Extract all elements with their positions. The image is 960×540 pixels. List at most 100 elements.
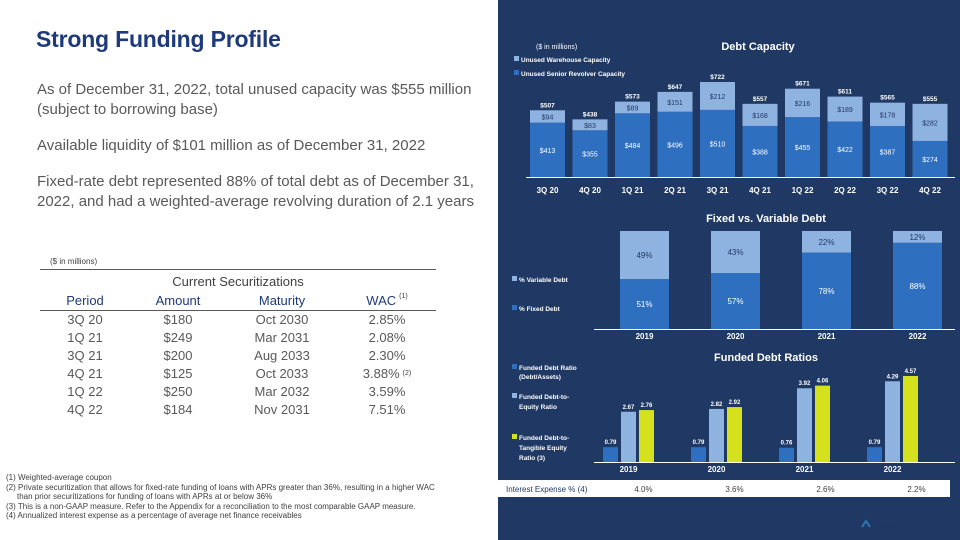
cell-maturity-value: Oct 2033 — [255, 366, 309, 381]
interest-expense-value: 2.6% — [816, 485, 834, 494]
cell-amount-value: $125 — [163, 366, 193, 381]
company-logo: REGIONAL MANAGEMENT — [858, 508, 942, 534]
cell-period: 1Q 22 — [40, 383, 130, 401]
data-label-fixed: 78% — [818, 287, 834, 296]
cell-wac: 3.59% — [338, 383, 436, 401]
data-label-ratio: 2.67 — [623, 405, 635, 411]
cell-maturity-value: Mar 2031 — [254, 330, 310, 345]
bar-warehouse-capacity — [912, 103, 948, 141]
table-row: 1Q 21 $249 Mar 2031 2.08% — [40, 329, 436, 347]
cell-maturity-value: Oct 2030 — [255, 312, 309, 327]
cell-amount: $200 — [130, 347, 226, 365]
data-label-total: $611 — [838, 89, 852, 96]
bar-fixed-debt — [893, 242, 942, 329]
legend-label: % Fixed Debt — [519, 306, 561, 313]
cell-amount-value: $180 — [163, 312, 193, 327]
footnote-4: (4) Annualized interest expense as a per… — [6, 511, 302, 521]
data-label-warehouse: $216 — [795, 101, 811, 108]
footnote-1: (1) Weighted-average coupon — [6, 473, 112, 482]
bar-variable-debt — [893, 231, 942, 243]
cell-wac: 7.51% — [338, 401, 436, 419]
data-label-variable: 22% — [818, 238, 834, 247]
data-label-total: $573 — [625, 94, 640, 101]
bar-funded-ratio-0 — [603, 447, 618, 462]
data-label-ratio: 3.92 — [799, 381, 811, 387]
bar-warehouse-capacity — [870, 102, 905, 127]
cell-maturity-value: Mar 2032 — [254, 384, 310, 399]
cell-amount: $249 — [130, 329, 226, 347]
bar-revolver-capacity — [785, 117, 820, 177]
data-label-revolver: $413 — [540, 148, 556, 155]
page-title: Strong Funding Profile — [36, 26, 281, 52]
legend-swatch-0 — [514, 56, 519, 61]
x-tick-label: 3Q 20 — [537, 186, 559, 195]
header-wac-footnote: (1) — [399, 293, 408, 300]
cell-amount: $184 — [130, 401, 226, 419]
data-label-ratio: 4.29 — [887, 374, 899, 380]
cell-period-value: 4Q 21 — [67, 366, 103, 381]
charts-svg: Debt Capacity ($ in millions) Unused Wareh… — [506, 41, 955, 494]
cell-wac-value: 3.59% — [368, 384, 406, 399]
securitizations-units: ($ in millions) — [50, 257, 98, 266]
footnote-3: (3) This is a non-GAAP measure. Refer to… — [6, 501, 416, 511]
interest-expense-row — [498, 480, 950, 497]
bar-variable-debt — [620, 231, 669, 280]
legend-swatch-0 — [512, 364, 517, 369]
cell-amount: $180 — [130, 311, 226, 330]
data-label-ratio: 0.79 — [693, 440, 705, 446]
bar-revolver-capacity — [827, 121, 863, 177]
cell-period: 4Q 21 — [40, 365, 130, 383]
bar-funded-ratio-0 — [867, 447, 882, 462]
cell-period-value: 3Q 20 — [67, 312, 103, 327]
cell-maturity: Nov 2031 — [226, 401, 338, 419]
bar-fixed-debt — [802, 252, 851, 329]
legend-label: % Variable Debt — [519, 277, 569, 284]
bar-revolver-capacity — [700, 109, 735, 177]
cell-wac-value: 2.30% — [368, 348, 406, 363]
bar-warehouse-capacity — [530, 110, 565, 123]
interest-expense-value: 4.0% — [634, 485, 652, 494]
bar-revolver-capacity — [657, 111, 693, 177]
data-label-variable: 43% — [727, 248, 743, 257]
x-tick-label: 1Q 21 — [622, 186, 644, 195]
data-label-ratio: 4.06 — [817, 379, 829, 385]
x-tick-label: 2019 — [636, 332, 654, 341]
data-label-ratio: 4.57 — [905, 369, 917, 375]
cell-wac: 2.30% — [338, 347, 436, 365]
data-label-revolver: $387 — [880, 150, 896, 157]
x-tick-label: 2020 — [708, 465, 726, 474]
data-label-fixed: 51% — [636, 300, 652, 309]
x-tick-label: 2021 — [796, 465, 814, 474]
bar-funded-ratio-2 — [815, 385, 830, 462]
bar-revolver-capacity — [572, 130, 608, 177]
data-label-ratio: 2.82 — [711, 402, 723, 408]
legend-swatch-1 — [514, 70, 519, 75]
header-maturity: Maturity — [226, 291, 338, 311]
legend-label-line: (Debt/Assets) — [519, 374, 561, 381]
cell-maturity: Aug 2033 — [226, 347, 338, 365]
bar-revolver-capacity — [912, 140, 948, 177]
cell-wac: 3.88% (2) — [338, 365, 436, 383]
data-label-total: $557 — [753, 96, 768, 103]
funded-debt-title: Funded Debt Ratios — [714, 352, 818, 364]
legend-label-line: Equity Ratio — [519, 404, 557, 411]
legend-label-line: Ratio (3) — [519, 455, 545, 462]
data-label-total: $507 — [540, 102, 555, 109]
cell-amount-value: $250 — [163, 384, 193, 399]
securitizations-table: Period Amount Maturity WAC (1) 3Q 20 $180 O… — [40, 291, 436, 419]
logo-word-management: MANAGEMENT — [875, 523, 928, 530]
table-row: 3Q 21 $200 Aug 2033 2.30% — [40, 347, 436, 365]
cell-wac-value: 2.08% — [368, 330, 406, 345]
data-label-warehouse: $212 — [710, 94, 726, 101]
page-number: 13 — [940, 510, 956, 526]
bullet-unused-capacity: As of December 31, 2022, total unused ca… — [37, 81, 472, 118]
data-label-warehouse: $282 — [922, 120, 938, 127]
bar-warehouse-capacity — [572, 119, 608, 131]
data-label-ratio: 2.76 — [641, 403, 653, 409]
data-label-ratio: 0.79 — [869, 440, 881, 446]
table-row: 4Q 22 $184 Nov 2031 7.51% — [40, 401, 436, 419]
bar-funded-ratio-2 — [903, 376, 918, 462]
legend-label-0: Funded Debt Ratio (Debt/Assets) — [519, 365, 577, 381]
legend-label-line: Funded Debt-to- — [519, 394, 569, 401]
data-label-warehouse: $89 — [627, 105, 639, 112]
